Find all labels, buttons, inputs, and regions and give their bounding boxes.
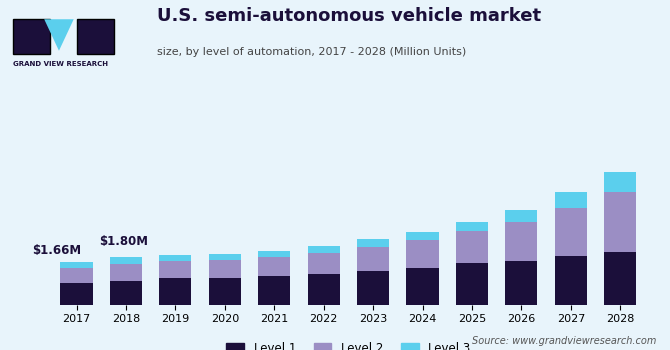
Bar bbox=[60, 283, 92, 304]
Bar bbox=[308, 246, 340, 253]
Bar bbox=[357, 239, 389, 247]
Bar bbox=[60, 262, 92, 268]
Bar bbox=[159, 278, 192, 304]
Bar bbox=[308, 253, 340, 274]
Bar bbox=[555, 192, 587, 208]
Bar bbox=[505, 222, 537, 261]
Bar bbox=[407, 240, 439, 268]
Text: Source: www.grandviewresearch.com: Source: www.grandviewresearch.com bbox=[472, 336, 657, 346]
Bar bbox=[407, 268, 439, 304]
Bar bbox=[357, 247, 389, 271]
Text: $1.80M: $1.80M bbox=[98, 235, 148, 248]
Bar bbox=[159, 255, 192, 261]
Bar bbox=[456, 263, 488, 304]
Bar bbox=[209, 260, 241, 278]
Bar bbox=[110, 265, 142, 281]
Bar bbox=[505, 261, 537, 304]
Bar bbox=[159, 261, 192, 278]
Bar bbox=[209, 278, 241, 304]
Bar bbox=[456, 231, 488, 263]
Bar bbox=[407, 232, 439, 240]
Bar bbox=[456, 222, 488, 231]
Text: GRAND VIEW RESEARCH: GRAND VIEW RESEARCH bbox=[13, 61, 109, 67]
Text: $1.66M: $1.66M bbox=[32, 244, 81, 257]
Bar bbox=[258, 276, 290, 304]
Bar bbox=[505, 210, 537, 222]
Bar bbox=[308, 274, 340, 304]
Bar bbox=[110, 281, 142, 304]
Bar bbox=[357, 271, 389, 304]
Bar bbox=[209, 254, 241, 260]
Bar bbox=[60, 268, 92, 283]
Text: size, by level of automation, 2017 - 2028 (Million Units): size, by level of automation, 2017 - 202… bbox=[157, 47, 467, 57]
Bar bbox=[604, 252, 636, 304]
Bar bbox=[258, 257, 290, 276]
Bar bbox=[110, 257, 142, 265]
Bar bbox=[604, 172, 636, 192]
Bar bbox=[604, 193, 636, 252]
Bar bbox=[258, 251, 290, 257]
Bar bbox=[555, 257, 587, 304]
Bar bbox=[555, 208, 587, 257]
Text: U.S. semi-autonomous vehicle market: U.S. semi-autonomous vehicle market bbox=[157, 7, 541, 25]
Legend: Level 1, Level 2, Level 3: Level 1, Level 2, Level 3 bbox=[222, 338, 475, 350]
